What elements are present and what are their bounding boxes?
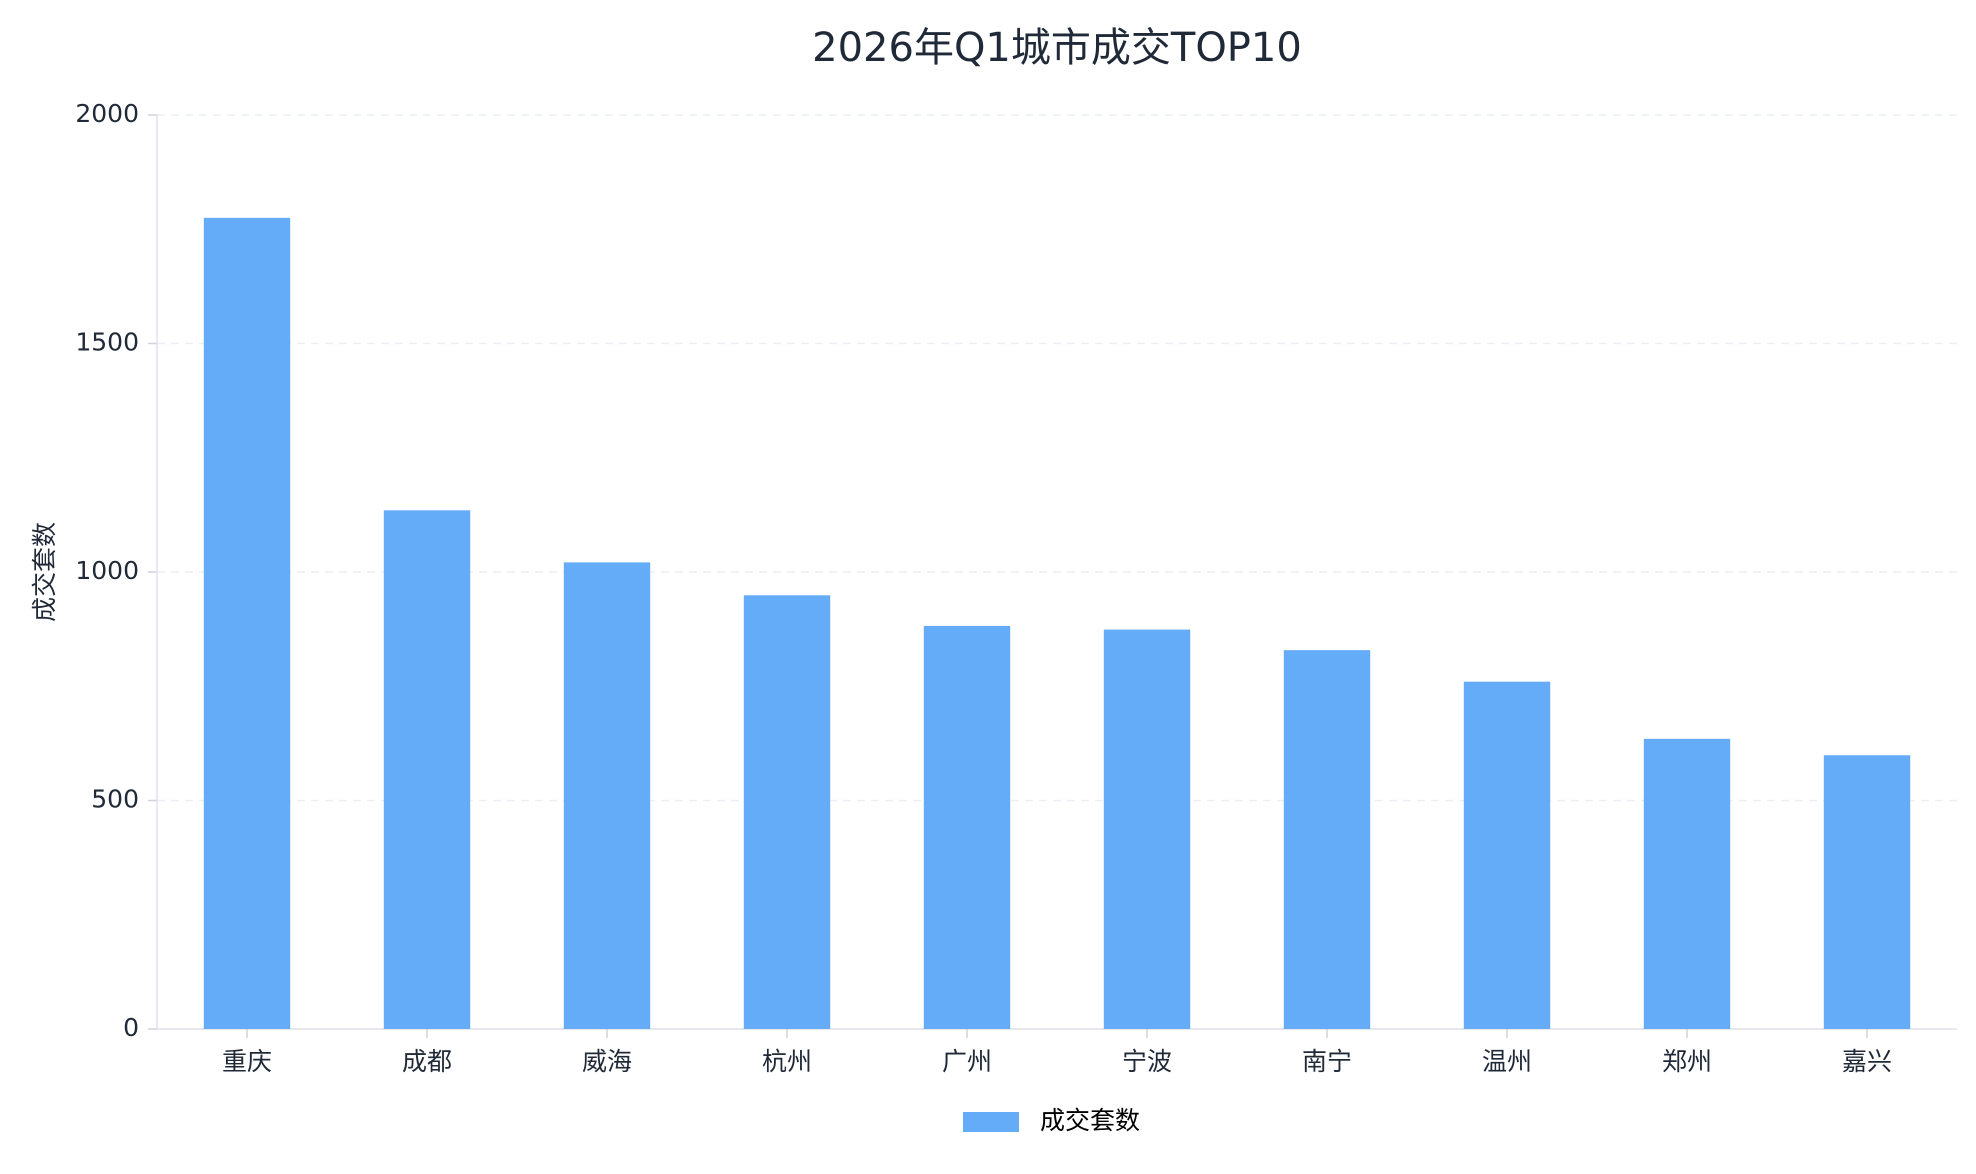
legend-label: 成交套数 — [1040, 1106, 1140, 1135]
x-tick-label: 威海 — [582, 1047, 632, 1076]
bar — [383, 510, 471, 1029]
x-tick-label: 广州 — [942, 1047, 992, 1076]
y-tick-label: 1000 — [75, 556, 139, 585]
bar — [1103, 629, 1191, 1029]
bar — [1643, 738, 1731, 1029]
bar — [1283, 650, 1371, 1029]
x-tick-label: 宁波 — [1122, 1047, 1172, 1076]
bar — [1823, 755, 1911, 1029]
x-tick-label: 南宁 — [1302, 1047, 1352, 1076]
y-tick-label: 1500 — [75, 328, 139, 357]
bar — [203, 217, 291, 1029]
legend-swatch — [963, 1112, 1019, 1132]
x-tick-label: 郑州 — [1662, 1047, 1712, 1076]
bar — [563, 562, 651, 1029]
bar — [1463, 681, 1551, 1029]
bar — [923, 625, 1011, 1029]
x-tick-label: 重庆 — [222, 1047, 272, 1076]
y-tick-label: 0 — [123, 1013, 139, 1042]
chart-title: 2026年Q1城市成交TOP10 — [812, 25, 1302, 71]
y-tick-label: 2000 — [75, 99, 139, 128]
x-tick-label: 温州 — [1482, 1047, 1532, 1076]
y-tick-label: 500 — [91, 785, 139, 814]
x-tick-label: 嘉兴 — [1842, 1047, 1892, 1076]
x-tick-label: 杭州 — [762, 1047, 812, 1076]
x-tick-label: 成都 — [402, 1047, 452, 1076]
bar — [743, 595, 831, 1029]
y-axis-label: 成交套数 — [30, 522, 59, 622]
